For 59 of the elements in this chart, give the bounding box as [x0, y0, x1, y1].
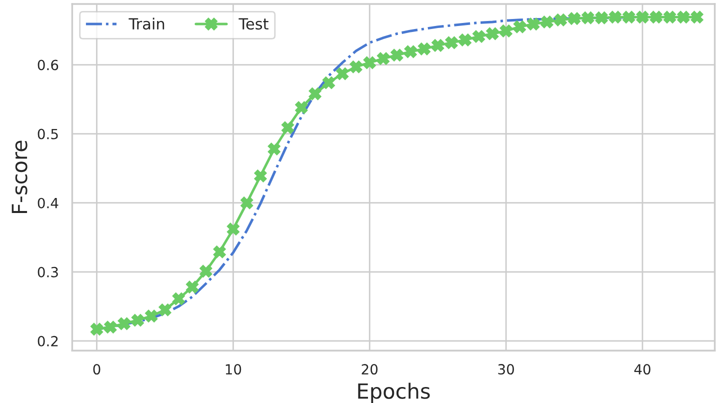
point: [608, 10, 622, 24]
point: [595, 12, 608, 24]
point: [350, 60, 362, 74]
point: [677, 10, 690, 24]
point: [200, 264, 212, 278]
y-tick-label: 0.5: [38, 128, 58, 140]
point: [664, 10, 676, 24]
y-tick-label: 0.4: [38, 198, 58, 208]
x-tick-label: 30: [498, 364, 514, 375]
x-tick-label: 40: [634, 364, 650, 375]
point: [145, 310, 158, 322]
point: [540, 16, 554, 28]
x-tick-label: 20: [362, 364, 378, 375]
point: [254, 170, 267, 182]
point: [445, 36, 458, 49]
point: [500, 24, 512, 38]
point: [104, 320, 117, 334]
point: [418, 42, 430, 56]
point: [90, 322, 104, 336]
x-axis-title: Epochs: [358, 382, 430, 403]
point: [636, 10, 649, 24]
legend-label: Test: [238, 18, 268, 30]
x-tick-label: 0: [93, 364, 100, 375]
point: [268, 142, 280, 156]
point: [432, 39, 444, 52]
point: [158, 304, 172, 316]
y-tick-label: 0.6: [38, 60, 58, 70]
y-tick-label: 0.2: [38, 336, 58, 346]
point: [226, 222, 240, 236]
point: [690, 10, 704, 24]
point: [622, 10, 636, 24]
point: [377, 52, 390, 65]
y-tick-label: 0.3: [38, 266, 58, 278]
point: [458, 34, 472, 46]
point: [554, 14, 567, 26]
point: [527, 18, 540, 30]
point: [308, 88, 322, 100]
point: [404, 45, 417, 58]
point: [295, 101, 308, 114]
point: [186, 280, 199, 294]
point: [582, 12, 594, 24]
point: [131, 314, 144, 326]
point: [513, 20, 526, 34]
point: [650, 10, 662, 24]
point: [322, 76, 335, 89]
point: [213, 246, 226, 258]
point: [240, 196, 254, 210]
legend-label: Train: [128, 18, 164, 30]
point: [363, 56, 376, 69]
point: [568, 12, 581, 25]
y-axis-title: F-score: [12, 140, 28, 214]
point: [390, 48, 404, 62]
point: [172, 292, 185, 306]
point: [282, 121, 294, 134]
point: [486, 27, 499, 40]
x-tick-label: 10: [226, 364, 242, 375]
point: [336, 68, 349, 80]
point: [118, 317, 130, 330]
point: [472, 30, 486, 43]
